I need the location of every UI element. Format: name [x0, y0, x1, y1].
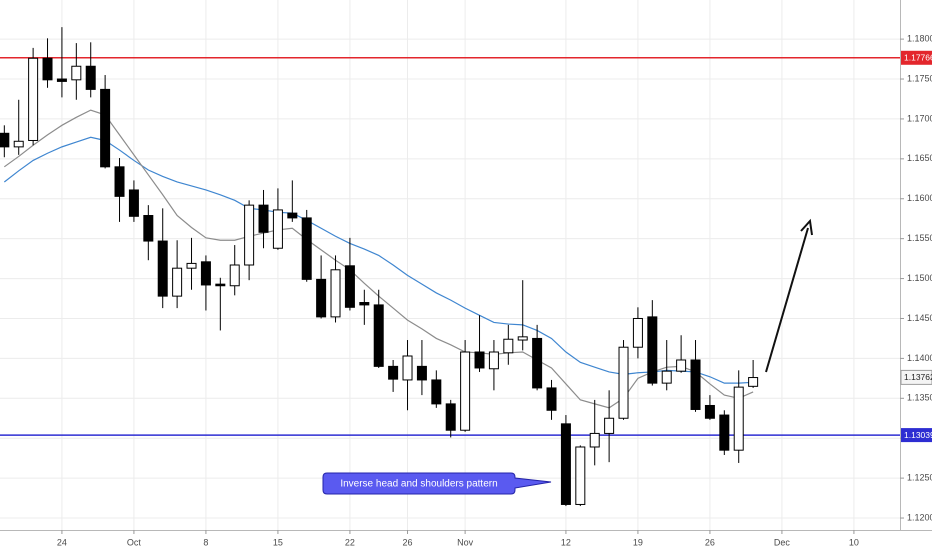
candle-body [503, 338, 514, 354]
last-price-box [900, 369, 932, 385]
candle-body [748, 377, 759, 387]
candle-body [488, 351, 499, 370]
candle-body [388, 365, 399, 380]
candle-body [373, 304, 384, 367]
candle-body [690, 359, 701, 410]
annotation-box [322, 472, 552, 495]
candle-body [402, 355, 413, 381]
x-tick-label: Dec [774, 537, 791, 547]
y-tick-label: 1.15500 [907, 233, 932, 243]
candle-body [359, 302, 370, 306]
annotation-text: Inverse head and shoulders pattern [340, 479, 497, 490]
x-tick-label: 22 [345, 537, 355, 547]
x-tick-label: 24 [57, 537, 67, 547]
y-tick-label: 1.14500 [907, 313, 932, 323]
x-tick-label: 26 [403, 537, 413, 547]
annotation-callout: Inverse head and shoulders pattern [322, 472, 552, 495]
candle-body [532, 337, 543, 389]
candle-body [676, 359, 687, 372]
candle-body [316, 278, 327, 318]
y-tick-label: 1.15000 [907, 273, 932, 283]
x-tick-label: 10 [849, 537, 859, 547]
axis-layer: 1.120001.125001.130001.135001.140001.145… [57, 33, 932, 547]
candle-body [618, 346, 629, 419]
candle-body [143, 215, 154, 242]
arrow-shaft [765, 227, 809, 373]
x-tick-label: 8 [203, 537, 208, 547]
candle-body [604, 417, 615, 434]
candle-body [200, 261, 211, 286]
candle-body [575, 446, 586, 505]
x-tick-label: 19 [633, 537, 643, 547]
candle-body [460, 351, 471, 431]
y-tick-label: 1.17000 [907, 113, 932, 123]
candle-body [632, 317, 643, 348]
candle-body [28, 57, 39, 141]
candle-body [114, 166, 125, 197]
candle-body [258, 204, 269, 233]
candle-body [157, 240, 168, 297]
candle-body [733, 386, 744, 451]
y-tick-label: 1.13500 [907, 393, 932, 403]
level-label-box [901, 428, 932, 443]
y-tick-label: 1.12500 [907, 472, 932, 482]
y-tick-label: 1.18000 [907, 33, 932, 43]
candle-body [229, 264, 240, 287]
candle-body [244, 204, 255, 266]
mark-layer [0, 27, 900, 507]
arrow-head [800, 218, 813, 236]
y-tick-label: 1.12000 [907, 512, 932, 522]
candle-body [272, 209, 283, 249]
level-label-box [901, 50, 932, 65]
x-tick-label: 26 [705, 537, 715, 547]
arrow [765, 218, 813, 373]
candle-body [661, 370, 672, 384]
candle-body [704, 404, 715, 419]
y-tick-label: 1.17500 [907, 73, 932, 83]
candle-body [186, 262, 197, 269]
y-tick-label: 1.16500 [907, 153, 932, 163]
candle-body [85, 65, 96, 90]
candle-body [0, 132, 10, 148]
candle-body [215, 283, 226, 287]
candle-body [301, 217, 312, 280]
level-label: 1.13039 [904, 430, 932, 440]
candle-body [546, 387, 557, 411]
candle-body [416, 365, 427, 381]
candle-body [647, 316, 658, 384]
x-tick-label: 12 [561, 537, 571, 547]
x-tick-label: 15 [273, 537, 283, 547]
candle-body [517, 336, 528, 341]
candle-body [56, 78, 67, 82]
candle-body [128, 189, 139, 217]
last-price-label: 1.13762 [904, 372, 932, 382]
candle-body [719, 414, 730, 451]
y-tick-label: 1.16000 [907, 193, 932, 203]
x-tick-label: Oct [127, 537, 142, 547]
candle-body [344, 265, 355, 308]
x-tick-label: Nov [457, 537, 474, 547]
candle-body [560, 423, 571, 505]
y-tick-label: 1.14000 [907, 353, 932, 363]
candle-body [330, 269, 341, 318]
candle-body [71, 65, 82, 81]
candle-body [42, 57, 53, 81]
candle-body [474, 351, 485, 369]
candle-body [100, 88, 111, 168]
candle-body [13, 140, 24, 148]
candle-body [172, 267, 183, 297]
candle-body [445, 403, 456, 431]
level-label: 1.17766 [904, 53, 932, 63]
label-layer: 1.17766 1.13039 1.13762 [900, 50, 932, 443]
candle-body [287, 212, 298, 219]
candle-body [589, 432, 600, 448]
candle-body [431, 379, 442, 405]
